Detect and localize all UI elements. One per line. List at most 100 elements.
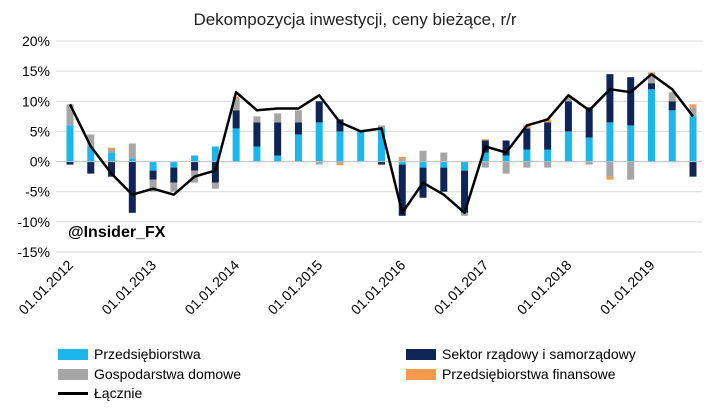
bar-segment-firms <box>191 155 199 162</box>
stacked-bars <box>66 72 697 216</box>
bar-segment-households <box>315 161 323 165</box>
bar-segment-firms <box>87 146 95 162</box>
bar-segment-households <box>647 74 655 84</box>
bar-segment-government <box>523 128 531 150</box>
total-line <box>68 72 694 215</box>
x-tick-label: 01.01.2013 <box>98 257 159 318</box>
bar-segment-households <box>294 110 302 123</box>
legend-item-financial: Przedsiębiorstwa finansowe <box>406 366 616 382</box>
bar-segment-firms <box>419 161 427 168</box>
bar-segment-households <box>419 150 427 162</box>
bar-segment-government <box>627 77 635 126</box>
bar-segment-financial <box>108 147 116 150</box>
bar-segment-households <box>87 134 95 147</box>
bar-segment-government <box>294 122 302 135</box>
bar-segment-households <box>585 161 593 165</box>
bar-segment-firms <box>253 146 261 162</box>
bar-segment-government <box>378 161 385 165</box>
bar-segment-government <box>585 107 593 138</box>
bar-segment-government <box>87 161 95 174</box>
bar-segment-firms <box>668 110 676 162</box>
bar-segment-firms <box>440 161 448 168</box>
bar-segment-government <box>170 167 178 183</box>
y-tick-label: 15% <box>22 63 50 79</box>
bar-segment-financial <box>544 119 552 123</box>
y-tick-label: 0% <box>30 154 50 170</box>
legend-label-government: Sektor rządowy i samorządowy <box>442 346 636 362</box>
bar-segment-financial <box>606 176 614 180</box>
watermark: @Insider_FX <box>68 224 166 241</box>
y-tick-label: -5% <box>25 184 50 200</box>
bar-segment-households <box>66 104 74 126</box>
bar-segment-firms <box>149 161 157 171</box>
bar-segment-households <box>378 125 385 129</box>
bar-segment-households <box>170 182 178 192</box>
bar-segment-government <box>315 101 323 123</box>
x-tick-label: 01.01.2016 <box>348 257 409 318</box>
bar-segment-government <box>149 170 157 180</box>
bar-segment-households <box>627 161 635 180</box>
bar-segment-firms <box>398 161 406 165</box>
bar-segment-households <box>544 161 552 168</box>
bar-segment-firms <box>108 152 116 162</box>
bar-segment-government <box>606 74 614 123</box>
legend-swatch-firms <box>58 348 88 360</box>
chart-title: Dekompozycja inwestycji, ceny bieżące, r… <box>193 10 517 29</box>
y-tick-label: 20% <box>22 33 50 49</box>
bar-segment-households <box>128 143 136 159</box>
bar-segment-households <box>523 161 531 168</box>
bar-segment-firms <box>523 149 531 162</box>
bar-segment-firms <box>544 149 552 162</box>
bar-segment-government <box>689 161 697 177</box>
bar-segment-government <box>66 161 74 165</box>
bar-segment-financial <box>398 156 406 159</box>
bar-segment-firms <box>606 122 614 162</box>
bar-segment-firms <box>481 152 489 162</box>
legend-swatch-financial <box>406 368 436 380</box>
bar-segment-government <box>108 161 116 177</box>
bar-segment-financial <box>336 163 344 166</box>
x-tick-label: 01.01.2019 <box>597 257 658 318</box>
bar-segment-households <box>398 158 406 162</box>
legend-swatch-total <box>58 391 88 395</box>
bar-segment-households <box>606 161 614 177</box>
y-tick-label: 10% <box>22 93 50 109</box>
bar-segment-firms <box>564 131 572 162</box>
bar-segment-households <box>253 116 261 123</box>
bar-segment-households <box>108 149 116 153</box>
total-line-layer <box>68 72 694 215</box>
bar-segment-firms <box>378 128 385 162</box>
x-tick-label: 01.01.2015 <box>264 257 325 318</box>
bar-segment-households <box>668 92 676 102</box>
bar-segment-government <box>398 164 406 216</box>
bar-segment-firms <box>232 128 240 162</box>
legend-swatch-households <box>58 368 88 380</box>
bar-segment-firms <box>294 134 302 162</box>
legend-label-financial: Przedsiębiorstwa finansowe <box>442 366 616 382</box>
bar-segment-government <box>128 161 136 213</box>
x-tick-label: 01.01.2018 <box>514 257 575 318</box>
bar-segment-households <box>232 98 240 111</box>
bar-segment-households <box>440 152 448 162</box>
bar-segment-government <box>502 140 510 156</box>
bar-segment-households <box>211 182 219 189</box>
bar-segment-firms <box>66 125 74 162</box>
legend-item-households: Gospodarstwa domowe <box>58 366 241 382</box>
x-tick-label: 01.01.2012 <box>15 257 76 318</box>
bar-segment-government <box>668 101 676 111</box>
bar-segment-firms <box>502 155 510 162</box>
bar-segment-financial <box>481 139 489 141</box>
bar-segment-households <box>461 212 469 216</box>
x-tick-label: 01.01.2014 <box>181 257 242 318</box>
y-tick-labels: -15% -10% -5% 0% 5% 10% 15% 20% <box>17 33 50 260</box>
bar-segment-households <box>689 107 697 117</box>
bar-segment-government <box>274 122 282 156</box>
legend-label-firms: Przedsiębiorstwa <box>94 346 201 362</box>
bar-segment-firms <box>689 116 697 162</box>
bar-segment-firms <box>461 161 469 171</box>
bar-segment-firms <box>315 122 323 162</box>
bar-segment-financial <box>689 104 697 108</box>
bar-segment-government <box>564 101 572 132</box>
bar-segment-firms <box>170 161 178 168</box>
